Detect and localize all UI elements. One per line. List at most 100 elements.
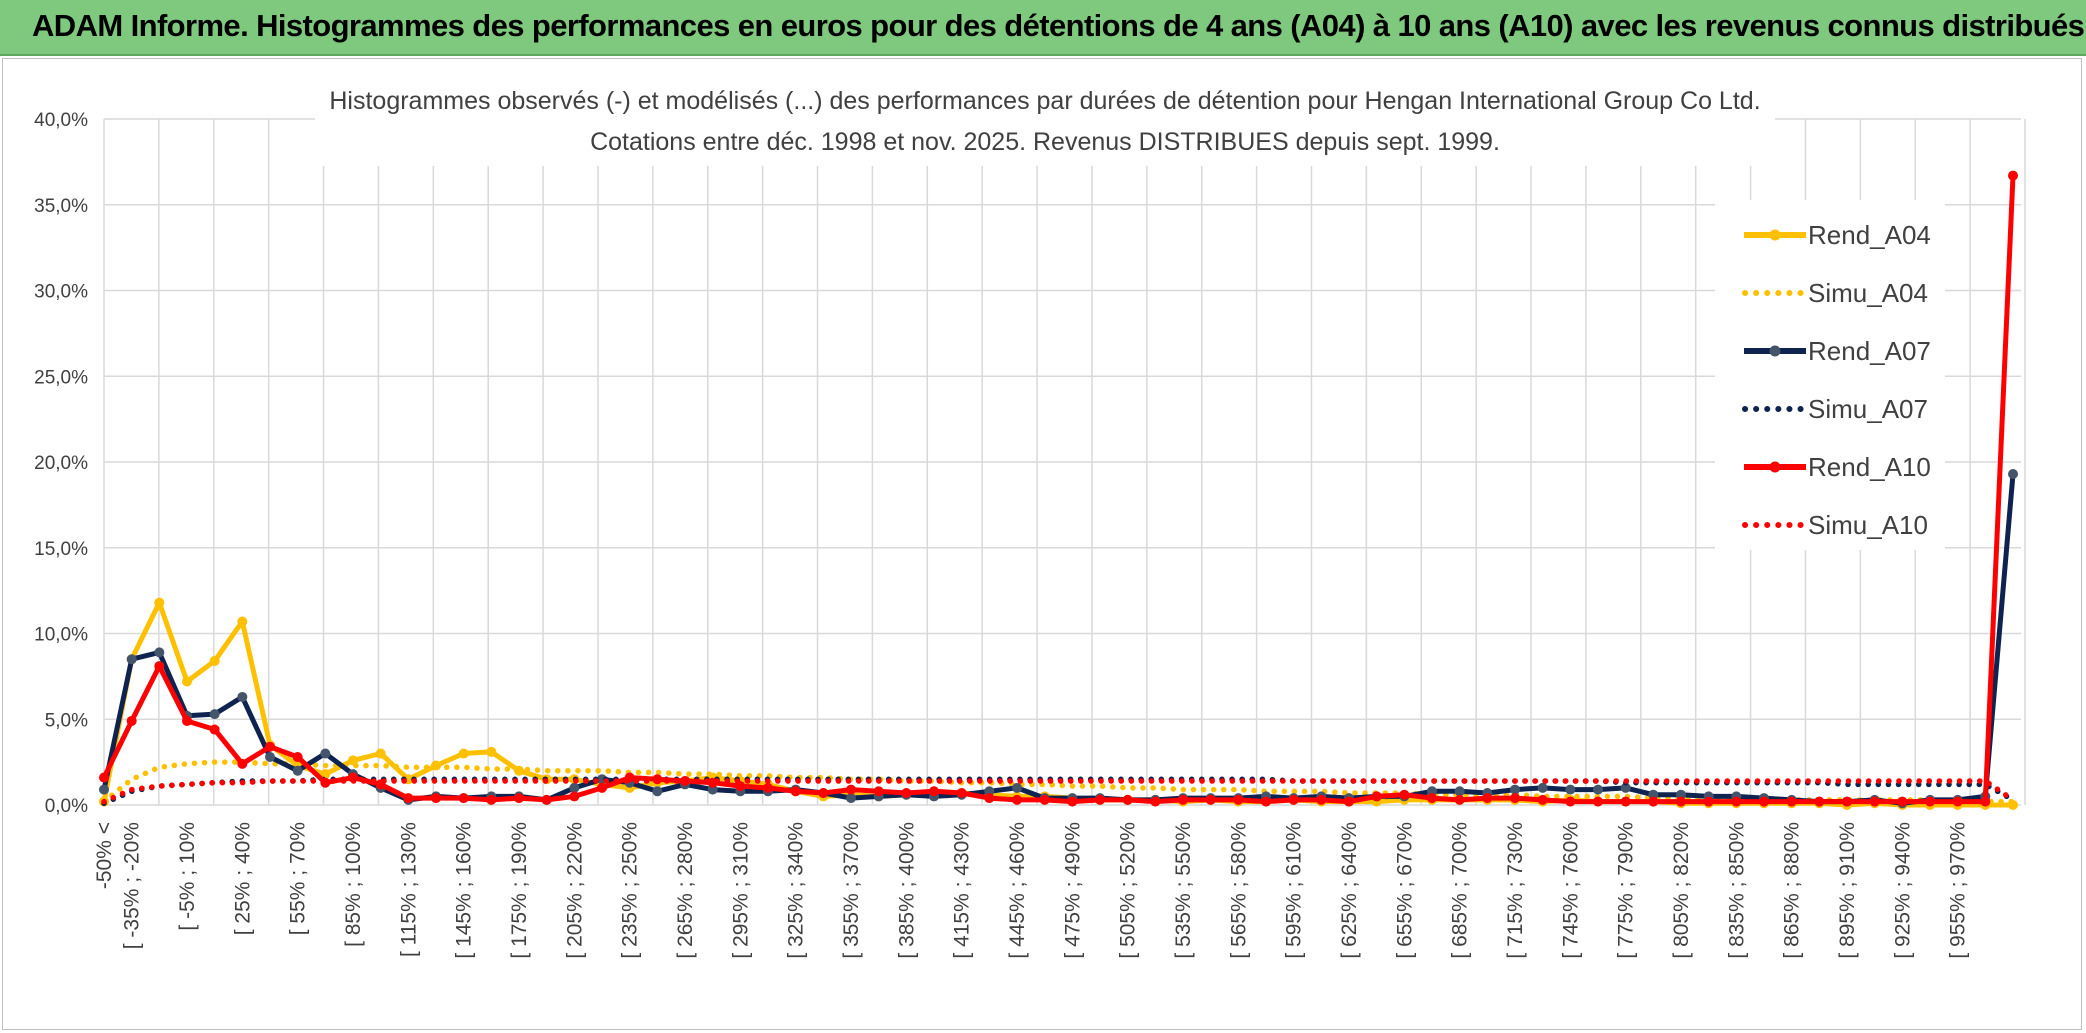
legend-item-simu-a10: Simu_A10 xyxy=(1742,510,1928,540)
data-point xyxy=(209,709,220,720)
data-point xyxy=(901,787,912,798)
data-point xyxy=(873,786,884,797)
data-point xyxy=(984,786,995,797)
data-point xyxy=(1537,782,1548,793)
chart-title: Histogrammes observés (-) et modélisés (… xyxy=(329,87,1760,115)
series-rend-a10 xyxy=(99,170,2018,807)
x-tick-label: [ 445% ; 460% xyxy=(1006,822,1029,959)
y-tick-label: 10,0% xyxy=(34,625,88,646)
data-point xyxy=(1676,789,1686,800)
data-point xyxy=(292,751,303,762)
data-point xyxy=(1427,793,1437,804)
legend-item-simu-a04: Simu_A04 xyxy=(1742,278,1928,308)
data-point xyxy=(1344,796,1354,807)
legend-item-simu-a07: Simu_A07 xyxy=(1742,394,1928,424)
data-point xyxy=(237,691,248,702)
data-point xyxy=(1012,794,1022,805)
y-tick-label: 15,0% xyxy=(34,539,88,560)
data-point xyxy=(597,782,607,793)
x-tick-label: [ 145% ; 160% xyxy=(453,822,476,959)
y-tick-label: 5,0% xyxy=(45,710,88,731)
y-tick-label: 0,0% xyxy=(45,796,88,817)
x-tick-label: [ 625% ; 640% xyxy=(1338,822,1361,959)
legend-label: Simu_A07 xyxy=(1808,394,1928,424)
x-tick-label: [ -5% ; 10% xyxy=(176,822,199,931)
x-tick-label: [ 595% ; 610% xyxy=(1283,822,1306,959)
x-tick-label: [ 235% ; 250% xyxy=(619,822,642,959)
data-point xyxy=(1648,796,1659,807)
banner-title: ADAM Informe. Histogrammes des performan… xyxy=(32,8,2085,43)
x-tick-label: [ 955% ; 970% xyxy=(1947,822,1970,959)
data-point xyxy=(956,787,967,798)
data-point xyxy=(984,793,995,804)
data-point xyxy=(1731,796,1742,807)
series-group xyxy=(99,170,2018,810)
data-point xyxy=(237,616,248,627)
data-point xyxy=(1814,796,1825,807)
x-tick-label: [ 205% ; 220% xyxy=(563,822,586,959)
data-point xyxy=(1233,794,1244,805)
data-point xyxy=(1316,794,1327,805)
data-point xyxy=(1620,796,1631,807)
data-point xyxy=(818,787,829,798)
data-point xyxy=(431,793,441,804)
x-tick-label: [ 805% ; 820% xyxy=(1670,822,1693,959)
data-point xyxy=(182,676,192,687)
data-point xyxy=(1952,796,1963,807)
data-point xyxy=(209,655,220,666)
data-point xyxy=(1095,794,1105,805)
x-tick-label: [ 895% ; 910% xyxy=(1836,822,1859,959)
x-tick-label: [ 265% ; 280% xyxy=(674,822,697,959)
data-point xyxy=(1676,796,1686,807)
x-tick-label: [ 925% ; 940% xyxy=(1891,822,1914,959)
x-tick-label: [ 535% ; 550% xyxy=(1172,822,1195,959)
data-point xyxy=(1925,796,1935,807)
data-point xyxy=(1593,796,1603,807)
legend-label: Rend_A07 xyxy=(1808,336,1931,366)
data-point xyxy=(569,782,580,793)
data-point xyxy=(1565,796,1576,807)
data-point xyxy=(1537,794,1548,805)
data-point xyxy=(1288,794,1299,805)
x-tick-label: [ -35% ; -20% xyxy=(121,822,144,949)
data-point xyxy=(1067,796,1078,807)
grid xyxy=(103,118,2026,806)
x-tick-label: [ 115% ; 130% xyxy=(397,822,420,957)
y-tick-label: 25,0% xyxy=(34,367,88,388)
x-tick-label: [ 865% ; 880% xyxy=(1781,822,1804,959)
x-tick-label: [ 835% ; 850% xyxy=(1725,822,1748,959)
y-tick-label: 30,0% xyxy=(34,282,88,303)
x-tick-label: [ 775% ; 790% xyxy=(1615,822,1638,959)
x-tick-label: [ 715% ; 730% xyxy=(1504,822,1527,959)
data-point xyxy=(182,715,192,726)
chart-title-group: Histogrammes observés (-) et modélisés (… xyxy=(315,78,1775,166)
legend-item-rend-a07: Rend_A07 xyxy=(1744,336,1931,366)
x-tick-label: [ 655% ; 670% xyxy=(1393,822,1416,959)
data-point xyxy=(1150,796,1161,807)
data-point xyxy=(292,765,303,776)
y-tick-label: 40,0% xyxy=(34,110,88,131)
data-point xyxy=(2008,170,2018,181)
data-point xyxy=(486,794,497,805)
data-point xyxy=(2008,469,2018,480)
data-point xyxy=(846,793,856,804)
data-point xyxy=(99,784,109,795)
legend-marker xyxy=(1769,461,1781,473)
x-tick-label: [ 85% ; 100% xyxy=(342,822,365,947)
y-axis: 0,0% 5,0% 10,0% 15,0% 20,0% 25,0% 30,0% 35,0% 40… xyxy=(34,110,88,817)
y-tick-label: 35,0% xyxy=(34,196,88,217)
x-tick-label: [ 745% ; 760% xyxy=(1559,822,1582,959)
legend-item-rend-a04: Rend_A04 xyxy=(1744,220,1931,250)
x-tick-label: [ 295% ; 310% xyxy=(729,822,752,959)
legend-marker xyxy=(1769,229,1781,241)
data-point xyxy=(1510,784,1520,795)
data-point xyxy=(99,772,109,783)
series-simu-a10 xyxy=(101,778,2016,805)
data-point xyxy=(1039,794,1050,805)
data-point xyxy=(1869,796,1880,807)
x-tick-label: [ 25% ; 40% xyxy=(231,822,254,935)
x-tick-label: [ 505% ; 520% xyxy=(1117,822,1140,959)
data-point xyxy=(1759,796,1769,807)
data-point xyxy=(320,769,331,780)
